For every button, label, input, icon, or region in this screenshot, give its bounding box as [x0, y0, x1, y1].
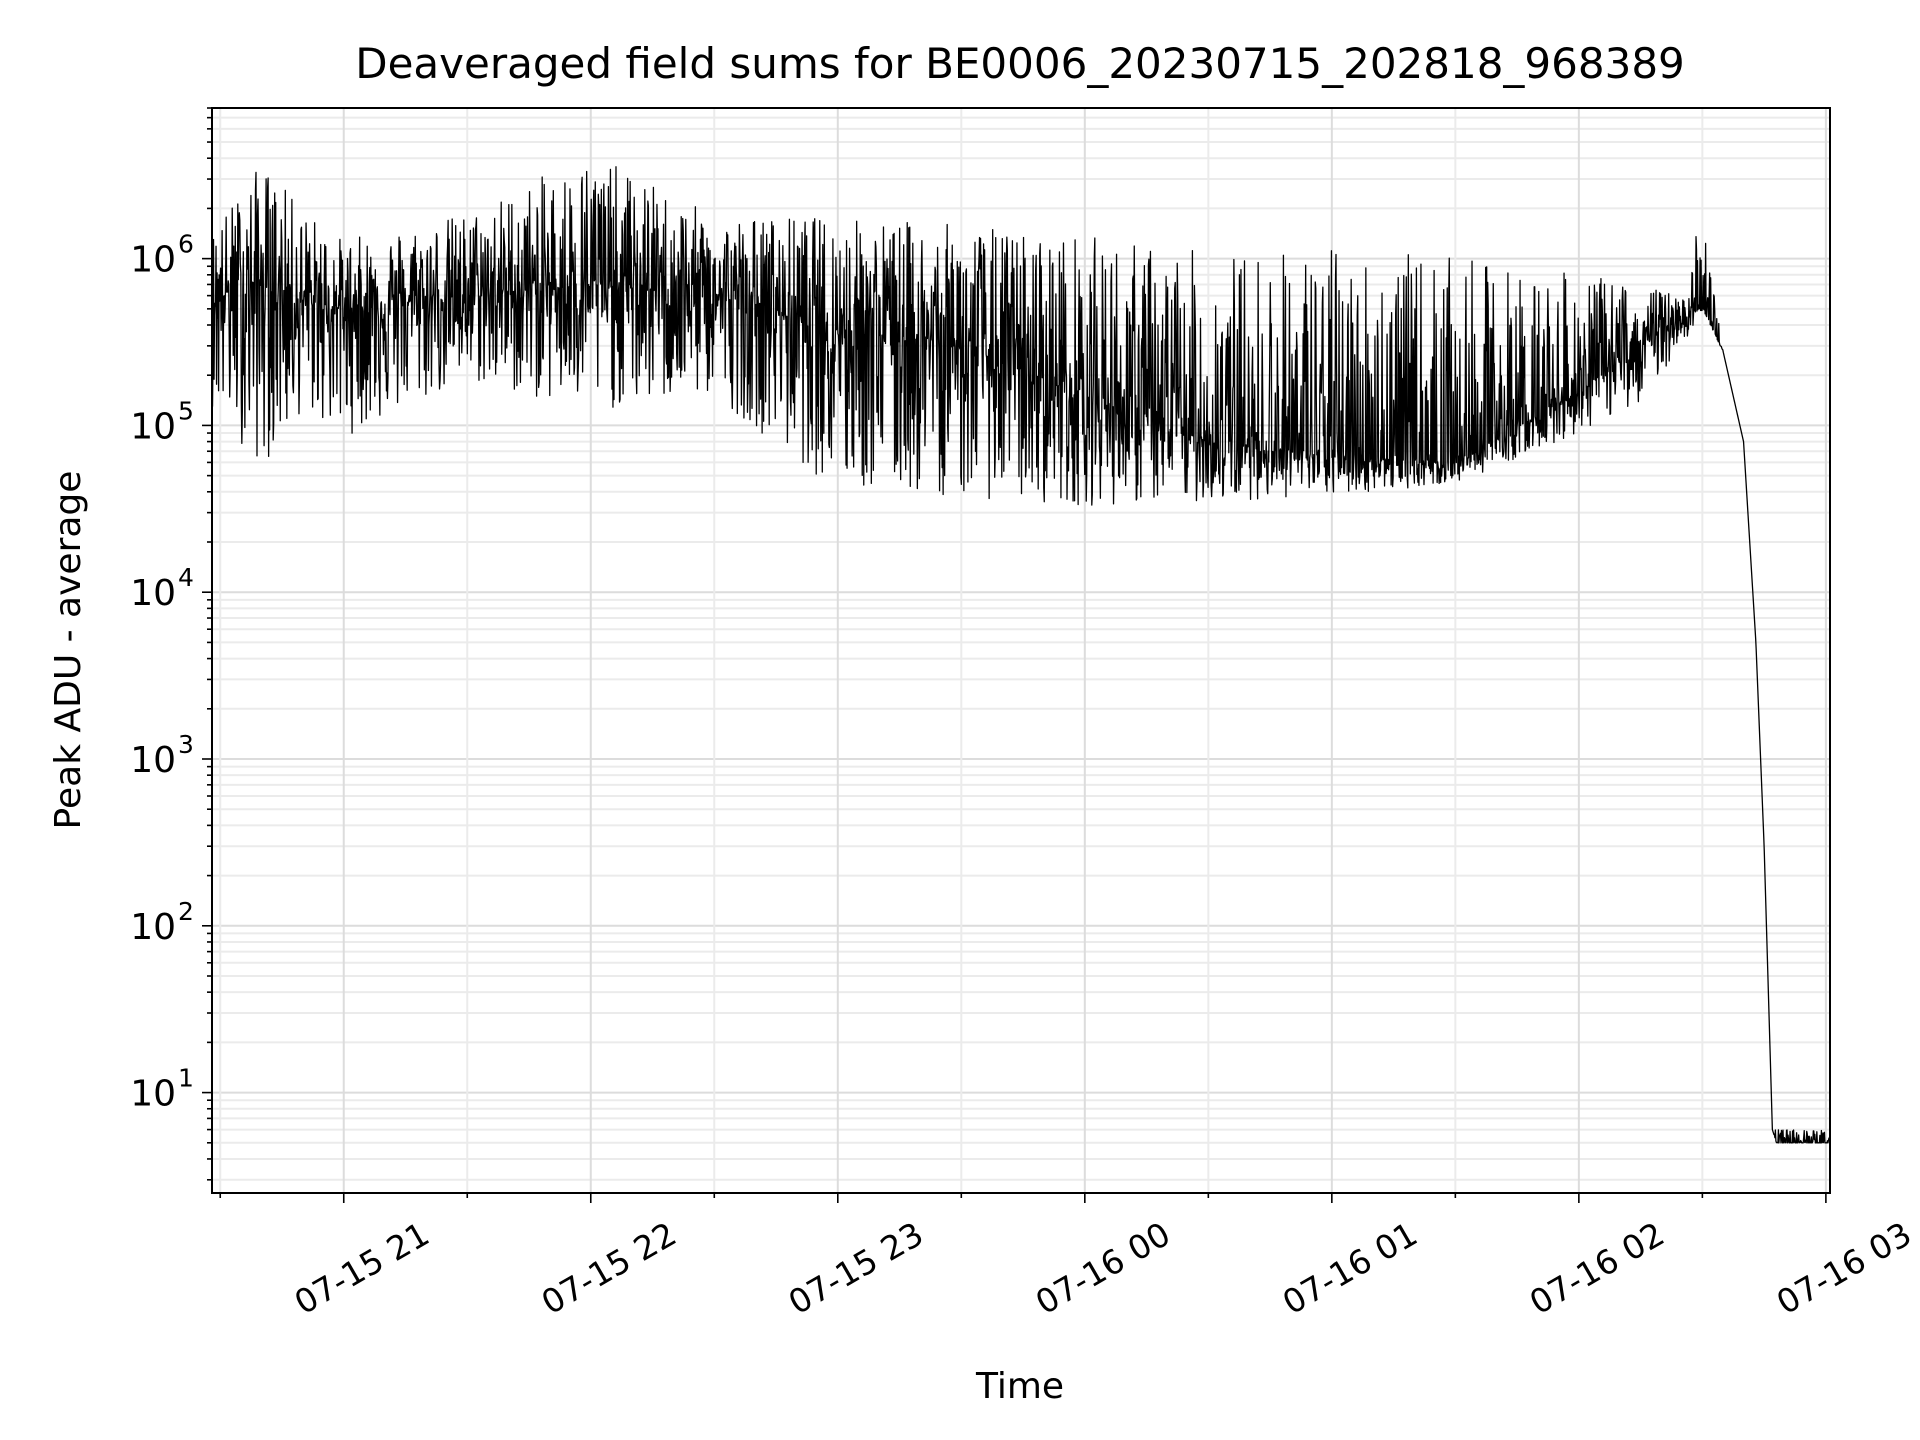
plot-frame: [211, 107, 1831, 1194]
y-tick-label: 10: [130, 406, 176, 447]
y-tick-exponent: 6: [178, 230, 194, 259]
y-tick-label: 10: [130, 573, 176, 614]
y-tick-label: 10: [130, 240, 176, 281]
y-tick-exponent: 1: [178, 1064, 194, 1093]
series-line: [211, 166, 1831, 1144]
y-tick-label: 10: [130, 1074, 176, 1115]
y-tick-label: 10: [130, 907, 176, 948]
y-tick-exponent: 3: [178, 730, 194, 759]
y-tick-exponent: 5: [178, 396, 194, 425]
y-axis-label: Peak ADU - average: [48, 471, 89, 830]
chart-title: Deaveraged field sums for BE0006_2023071…: [355, 39, 1685, 88]
y-tick-label: 10: [130, 740, 176, 781]
series-layer: [211, 166, 1831, 1144]
y-tick-exponent: 4: [178, 563, 194, 592]
y-tick-exponent: 2: [178, 897, 194, 926]
x-axis-label: Time: [975, 1366, 1064, 1407]
